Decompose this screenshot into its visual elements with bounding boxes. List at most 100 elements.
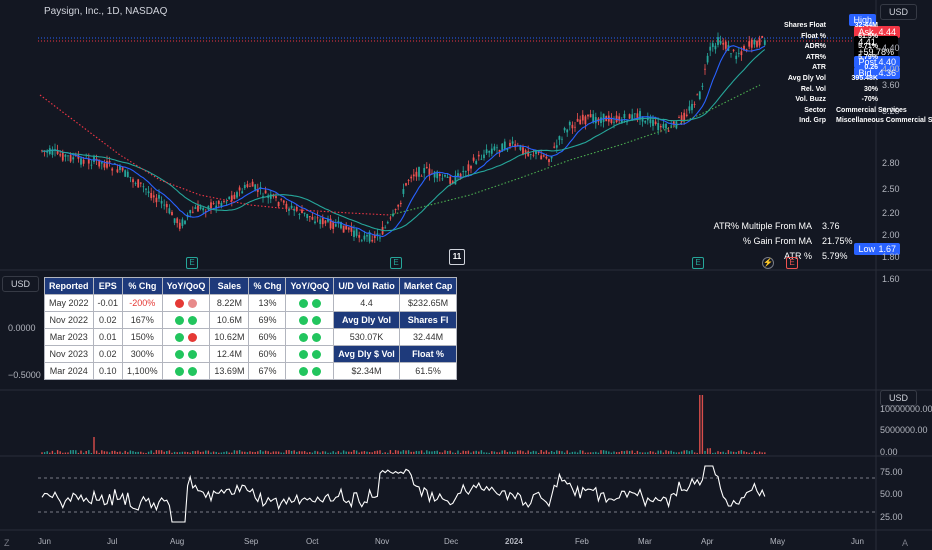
volume-bar — [712, 452, 714, 454]
volume-bar — [511, 451, 514, 454]
currency-button-osc[interactable]: USD — [2, 276, 40, 292]
candle-body — [394, 209, 397, 211]
candle-body — [683, 112, 686, 121]
trend-dot-icon — [311, 316, 321, 326]
candle-body — [228, 196, 231, 200]
candle-body — [644, 120, 647, 123]
events-marker[interactable]: 11 — [449, 249, 465, 265]
candle-body — [659, 125, 662, 128]
volume-bar — [179, 452, 181, 454]
earnings-marker[interactable]: E — [692, 257, 704, 269]
candle-body — [308, 216, 311, 218]
earnings-upcoming-marker[interactable]: E — [786, 257, 798, 269]
candle-body — [246, 184, 249, 187]
price-tick-label: 2.20 — [882, 208, 900, 218]
volume-bar — [361, 451, 363, 454]
timezone-icon[interactable]: Z — [4, 538, 10, 548]
volume-bar — [288, 450, 290, 454]
time-tick-label: Sep — [244, 537, 259, 546]
price-tick-label: 1.60 — [882, 274, 900, 284]
volume-bar — [670, 450, 672, 454]
currency-button-main[interactable]: USD — [880, 4, 918, 20]
volume-bar — [522, 451, 524, 454]
bid-tag: Bid 4.36 — [854, 67, 900, 79]
table-cell: $232.65M — [398, 294, 458, 312]
candle-body — [82, 159, 85, 164]
volume-bar — [64, 452, 67, 454]
candle-body — [696, 94, 699, 96]
symbol-title[interactable]: Paysign, Inc., 1D, NASDAQ — [44, 6, 168, 17]
candle-body — [483, 154, 485, 159]
volume-bar — [350, 451, 353, 454]
candle-body — [527, 151, 530, 157]
auto-scale-icon[interactable]: A — [902, 538, 909, 548]
trend-dot-icon — [311, 350, 321, 360]
candle-body — [506, 148, 509, 151]
volume-bar — [527, 450, 529, 454]
earnings-marker[interactable]: E — [186, 257, 198, 269]
currency-button-vol[interactable]: USD — [880, 390, 918, 406]
volume-bar — [384, 452, 386, 454]
stat-label: Shares Float — [783, 22, 826, 29]
volume-bar — [410, 451, 412, 454]
volume-bar — [140, 451, 142, 454]
candle-body — [106, 161, 108, 168]
candle-body — [243, 185, 246, 189]
candle-body — [498, 149, 501, 152]
candle-body — [756, 40, 758, 47]
candle-body — [319, 219, 322, 224]
candle-body — [561, 138, 563, 140]
volume-bar — [524, 452, 527, 454]
ma-blue-line — [41, 45, 766, 238]
trend-dot-icon — [311, 299, 321, 309]
candle-body — [282, 200, 285, 203]
rsi-line — [41, 465, 766, 523]
volume-bar — [181, 451, 184, 454]
candle-body — [553, 146, 556, 148]
volume-bar — [327, 452, 329, 454]
candle-body — [158, 195, 160, 199]
table-cell: 0.02 — [92, 311, 124, 329]
table-cell: Mar 2023 — [44, 328, 94, 346]
volume-bar — [483, 452, 485, 454]
candle-body — [134, 183, 137, 184]
earnings-marker[interactable]: E — [390, 257, 402, 269]
candle-body — [592, 114, 595, 123]
volume-bar — [158, 450, 160, 454]
candle-body — [207, 205, 210, 210]
table-cell: 4.4 — [333, 294, 400, 312]
candle-body — [623, 114, 626, 119]
candle-body — [626, 121, 628, 123]
volume-bar — [147, 451, 150, 454]
col-eps-yoy: YoY/QoQ — [161, 277, 211, 295]
volume-bar — [402, 450, 405, 454]
candle-body — [680, 115, 683, 122]
volume-bar — [54, 452, 56, 454]
volume-bar — [433, 451, 436, 454]
volume-bar — [589, 452, 592, 454]
candle-body — [415, 171, 418, 177]
col-eps: EPS — [92, 277, 124, 295]
candle-body — [423, 168, 426, 174]
volume-bar — [738, 450, 740, 454]
table-cell: 32.44M — [398, 328, 458, 346]
volume-bar — [459, 452, 462, 454]
volume-bar — [137, 451, 139, 454]
trend-dot-icon — [175, 367, 184, 377]
volume-bar — [150, 450, 152, 454]
split-icon[interactable]: ⚡ — [762, 257, 774, 269]
volume-bar — [114, 450, 116, 454]
volume-bar — [223, 451, 225, 454]
volume-bar — [168, 450, 171, 454]
volume-bar — [660, 450, 662, 454]
candle-body — [355, 228, 358, 236]
volume-bar — [324, 451, 327, 454]
table-cell: 69% — [248, 311, 287, 329]
candle-body — [758, 38, 761, 46]
volume-bar — [46, 451, 48, 454]
candle-body — [269, 194, 272, 199]
volume-bar — [236, 450, 238, 454]
volume-bar — [153, 452, 155, 454]
trend-dot-icon — [298, 367, 308, 377]
